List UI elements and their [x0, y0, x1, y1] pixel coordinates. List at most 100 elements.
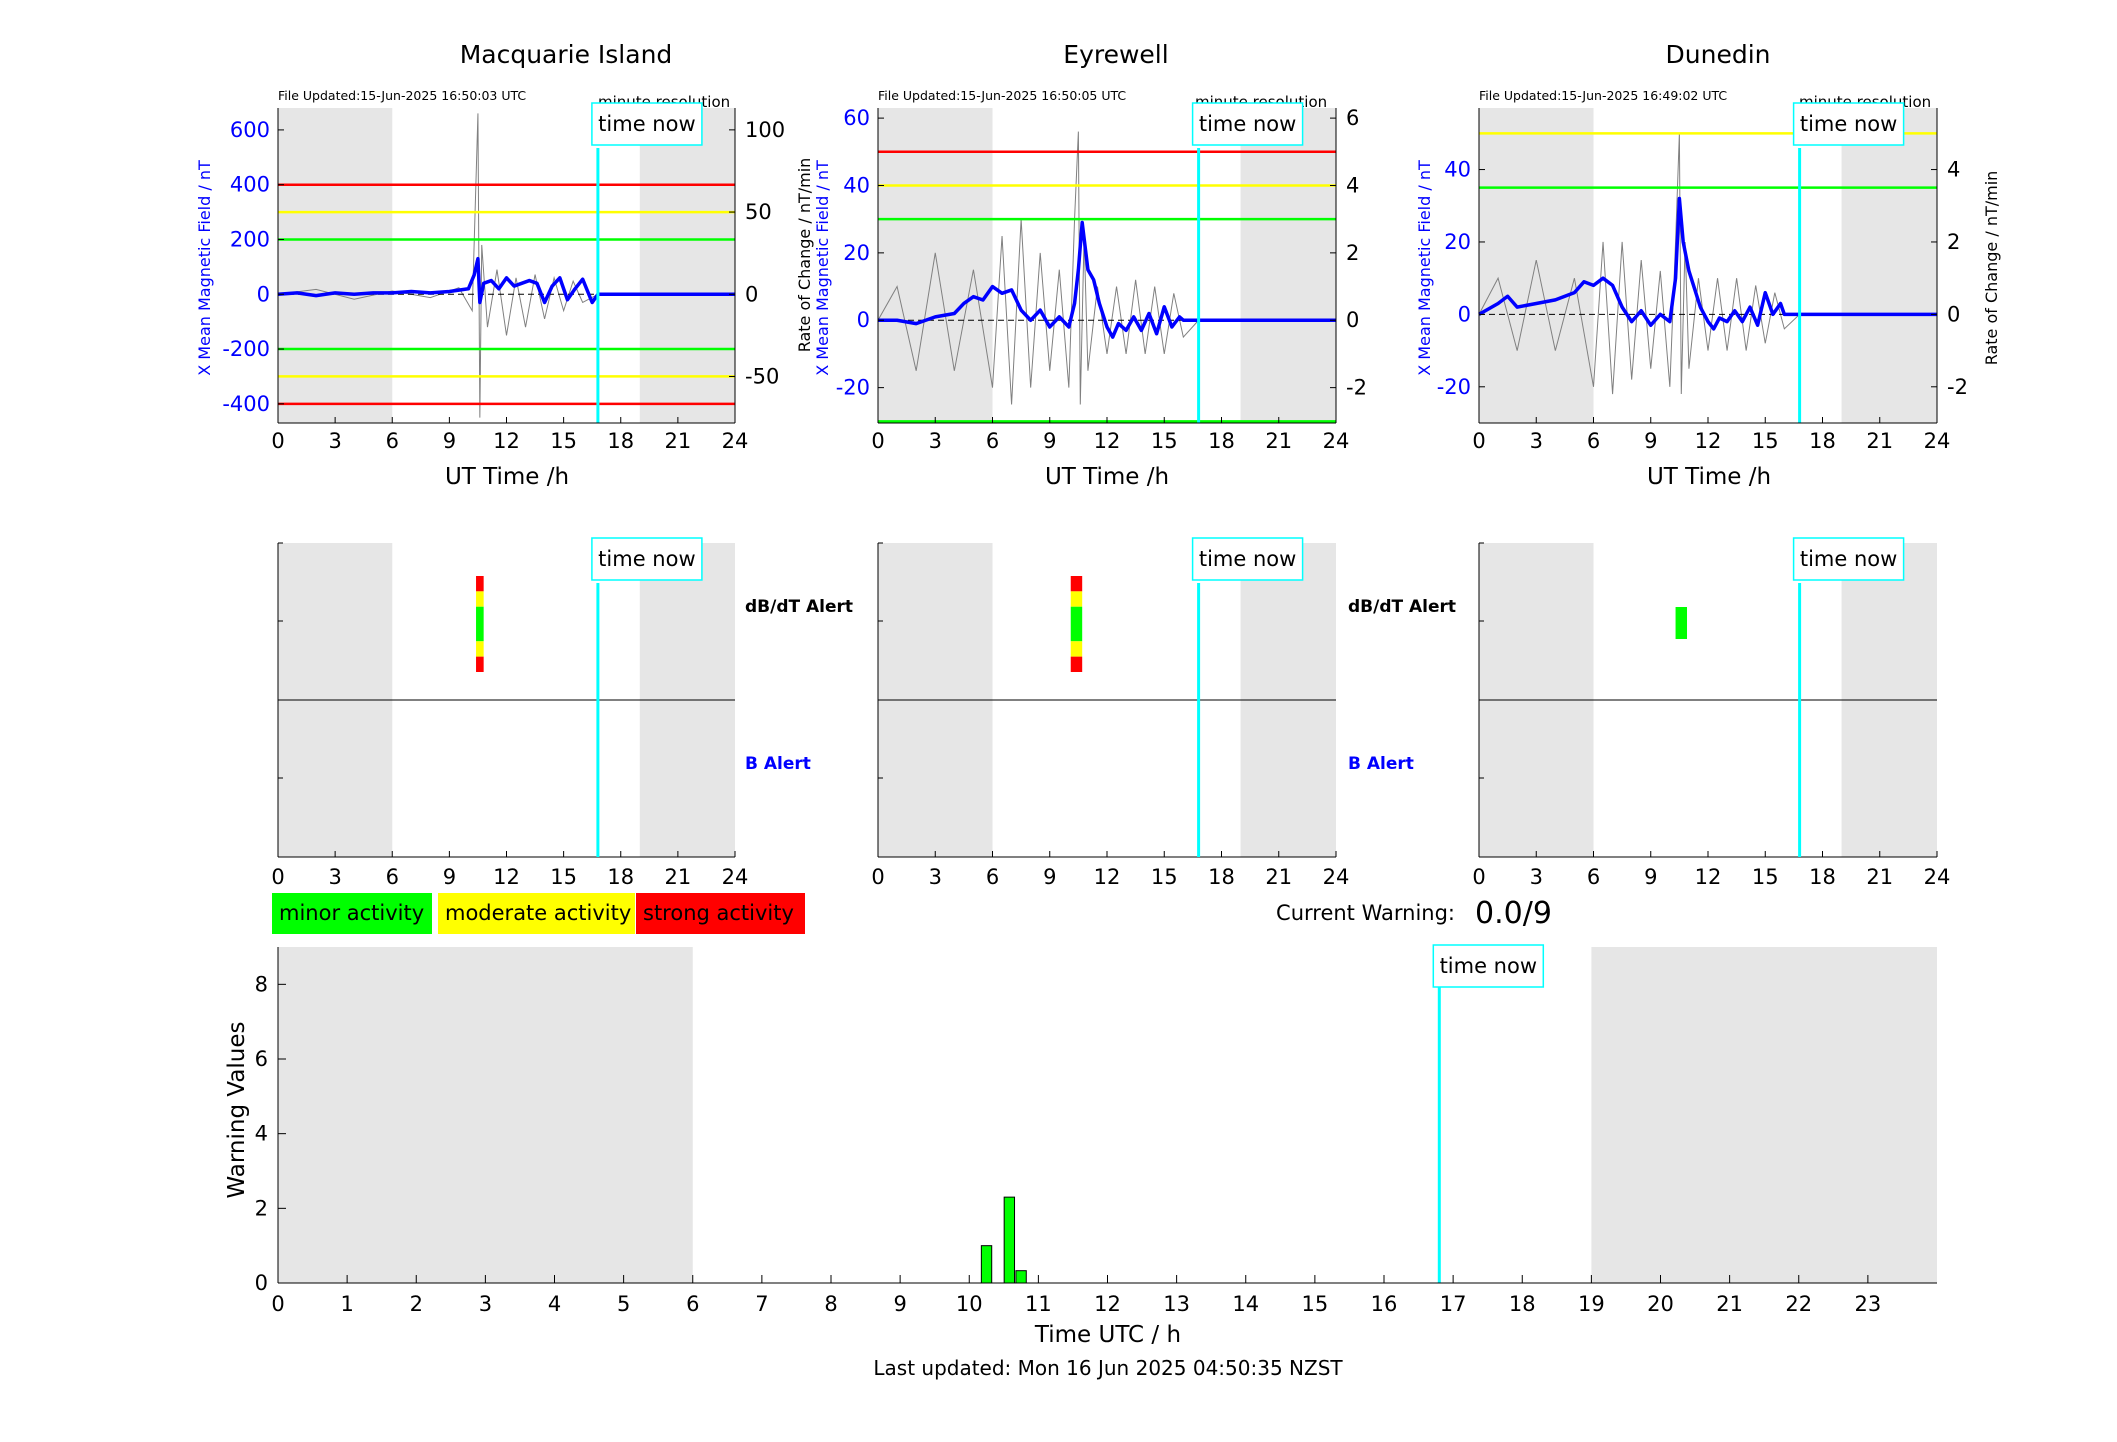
time-now-box-alert-macquarie [591, 537, 703, 581]
x-tick-label-dunedin-2: 6 [1587, 429, 1600, 453]
warning-bar-2 [1015, 1270, 1027, 1284]
time-now-label-warning: time now [1440, 954, 1537, 978]
y-right-tick-label-eyrewell-0: 6 [1346, 106, 1359, 130]
alert-x-tick-label-eyrewell-4: 12 [1094, 865, 1121, 889]
time-now-box-dunedin [1792, 102, 1905, 146]
x-tick-label-macquarie-6: 18 [607, 429, 634, 453]
b-alert-label-eyrewell: B Alert [1348, 754, 1414, 774]
dbdt-alert-bar-macquarie-0 [476, 576, 484, 592]
legend-moderate-label: moderate activity [445, 901, 631, 925]
x-tick-label-eyrewell-0: 0 [871, 429, 884, 453]
time-now-box-macquarie [591, 102, 703, 146]
y-right-tick-label-dunedin-2: 0 [1947, 302, 1960, 326]
warning-x-tick-label-7: 7 [755, 1292, 768, 1316]
y-right-tick-label-eyrewell-3: 0 [1346, 308, 1359, 332]
warning-x-tick-label-8: 8 [824, 1292, 837, 1316]
current-warning-value: 0.0/9 [1475, 896, 1552, 931]
x-tick-label-dunedin-1: 3 [1530, 429, 1543, 453]
b-alert-label-macquarie: B Alert [745, 754, 811, 774]
warning-y-tick-label-2: 4 [255, 1122, 268, 1146]
alert-x-tick-label-eyrewell-6: 18 [1208, 865, 1235, 889]
warning-y-tick-label-3: 6 [255, 1047, 268, 1071]
legend-strong-swatch [636, 893, 805, 934]
y-left-tick-label-macquarie-2: 200 [230, 227, 270, 251]
y-right-tick-label-eyrewell-1: 4 [1346, 173, 1359, 197]
warning-bar-0 [980, 1245, 993, 1284]
night-band-eyrewell-0 [878, 108, 993, 423]
xlabel-eyrewell: UT Time /h [1045, 464, 1169, 490]
legend-moderate-swatch [438, 893, 635, 934]
warning-x-tick-label-23: 23 [1855, 1292, 1882, 1316]
warning-y-tick-label-0: 0 [255, 1271, 268, 1295]
warning-x-tick-label-6: 6 [686, 1292, 699, 1316]
night-band-dunedin-0 [1479, 108, 1594, 423]
y-right-tick-label-macquarie-1: 50 [745, 200, 772, 224]
station-title-eyrewell: Eyrewell [1063, 40, 1168, 69]
night-band-dunedin-1 [1841, 108, 1937, 423]
dbdt-alert-bar-eyrewell-4 [1070, 656, 1083, 672]
station-title-dunedin: Dunedin [1666, 40, 1771, 69]
warning-x-tick-label-3: 3 [479, 1292, 492, 1316]
dbdt-alert-label-macquarie: dB/dT Alert [745, 597, 853, 617]
station-title-macquarie: Macquarie Island [460, 40, 673, 69]
dbdt-alert-bar-eyrewell-2 [1070, 606, 1083, 642]
time-now-label-alert-eyrewell: time now [1199, 547, 1296, 571]
x-tick-label-macquarie-1: 3 [328, 429, 341, 453]
file-updated-dunedin: File Updated:15-Jun-2025 16:49:02 UTC [1479, 88, 1727, 103]
y-left-tick-label-eyrewell-3: 0 [857, 308, 870, 332]
x-tick-label-macquarie-7: 21 [665, 429, 692, 453]
y-left-tick-label-macquarie-3: 0 [257, 282, 270, 306]
alert-x-tick-label-macquarie-4: 12 [493, 865, 520, 889]
x-tick-label-macquarie-3: 9 [443, 429, 456, 453]
dbdt-alert-bar-macquarie-1 [476, 591, 484, 607]
legend-minor-label: minor activity [279, 901, 424, 925]
time-now-box-alert-eyrewell [1191, 537, 1304, 581]
warning-x-tick-label-10: 10 [956, 1292, 983, 1316]
alert-x-tick-label-macquarie-2: 6 [386, 865, 399, 889]
dbdt-alert-label-eyrewell: dB/dT Alert [1348, 597, 1456, 617]
alert-x-tick-label-dunedin-8: 24 [1924, 865, 1951, 889]
y-left-tick-label-eyrewell-0: 60 [843, 106, 870, 130]
last-updated: Last updated: Mon 16 Jun 2025 04:50:35 N… [873, 1356, 1343, 1380]
alert-x-tick-label-macquarie-6: 18 [607, 865, 634, 889]
y-left-tick-label-macquarie-1: 400 [230, 173, 270, 197]
x-tick-label-dunedin-8: 24 [1924, 429, 1951, 453]
warning-xlabel: Time UTC / h [1034, 1322, 1181, 1348]
y-right-tick-label-dunedin-3: -2 [1947, 375, 1968, 399]
warning-x-tick-label-15: 15 [1302, 1292, 1329, 1316]
y-right-tick-label-dunedin-1: 2 [1947, 230, 1960, 254]
xlabel-macquarie: UT Time /h [445, 464, 569, 490]
alert-x-tick-label-eyrewell-5: 15 [1151, 865, 1178, 889]
file-updated-eyrewell: File Updated:15-Jun-2025 16:50:05 UTC [878, 88, 1126, 103]
y-left-tick-label-macquarie-5: -400 [222, 392, 270, 416]
warning-x-tick-label-0: 0 [271, 1292, 284, 1316]
current-warning-label: Current Warning: [1276, 901, 1455, 925]
alert-x-tick-label-dunedin-6: 18 [1809, 865, 1836, 889]
time-now-label-alert-macquarie: time now [598, 547, 695, 571]
y-right-tick-label-eyrewell-2: 2 [1346, 241, 1359, 265]
alert-x-tick-label-macquarie-0: 0 [271, 865, 284, 889]
alert-x-tick-label-dunedin-2: 6 [1587, 865, 1600, 889]
x-tick-label-dunedin-6: 18 [1809, 429, 1836, 453]
ylabel-right-eyrewell: Rate of Change / nT/min [795, 158, 814, 353]
y-left-tick-label-macquarie-4: -200 [222, 337, 270, 361]
y-left-tick-label-macquarie-0: 600 [230, 118, 270, 142]
y-left-tick-label-dunedin-0: 40 [1444, 158, 1471, 182]
warning-x-tick-label-4: 4 [548, 1292, 561, 1316]
warning-x-tick-label-12: 12 [1094, 1292, 1121, 1316]
alert-x-tick-label-eyrewell-2: 6 [986, 865, 999, 889]
warning-y-tick-label-1: 2 [255, 1196, 268, 1220]
x-tick-label-eyrewell-3: 9 [1043, 429, 1056, 453]
alert-x-tick-label-dunedin-4: 12 [1695, 865, 1722, 889]
alert-x-tick-label-eyrewell-0: 0 [871, 865, 884, 889]
dbdt-alert-bar-macquarie-4 [476, 656, 484, 672]
y-right-tick-label-eyrewell-4: -2 [1346, 376, 1367, 400]
time-now-label-dunedin: time now [1800, 112, 1897, 136]
warning-x-tick-label-2: 2 [410, 1292, 423, 1316]
x-tick-label-eyrewell-1: 3 [929, 429, 942, 453]
x-tick-label-eyrewell-7: 21 [1265, 429, 1292, 453]
time-now-label-eyrewell: time now [1199, 112, 1296, 136]
x-tick-label-macquarie-2: 6 [386, 429, 399, 453]
y-right-tick-label-macquarie-2: 0 [745, 282, 758, 306]
